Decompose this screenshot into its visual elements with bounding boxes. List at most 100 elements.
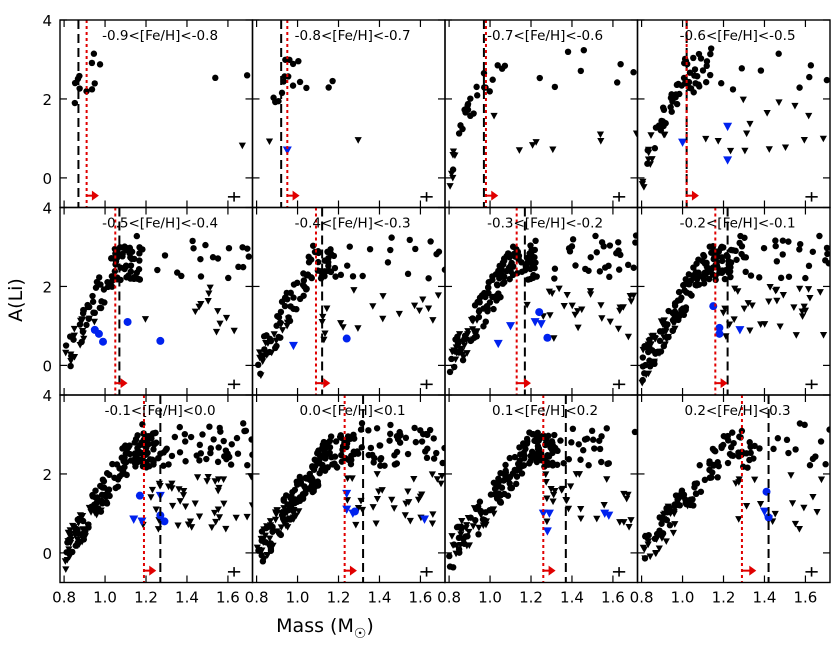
detection-point: [510, 263, 517, 270]
upper-limit-point: [65, 546, 73, 554]
detection-point: [199, 431, 206, 438]
upper-limit-point: [369, 303, 377, 310]
detection-point: [90, 50, 98, 57]
detection-point: [585, 267, 592, 274]
detection-point: [63, 549, 70, 556]
detection-point: [258, 528, 266, 535]
detection-point: [678, 307, 685, 315]
detection-point: [84, 301, 91, 309]
detection-point: [67, 362, 74, 370]
upper-limit-point: [67, 358, 75, 365]
detection-point: [532, 237, 539, 245]
detection-point: [274, 312, 281, 320]
detection-point: [673, 492, 680, 499]
detection-point: [426, 426, 434, 434]
upper-limit-point: [70, 332, 78, 340]
panel-11: 0.1<[Fe/H]<0.2: [444, 394, 639, 584]
detection-point: [99, 476, 107, 483]
detection-point: [220, 437, 227, 445]
detection-point: [585, 462, 592, 469]
upper-limit-point: [550, 491, 558, 499]
detection-point: [293, 306, 300, 313]
detection-point: [707, 71, 714, 79]
blue-upper-limit-point: [420, 515, 430, 524]
upper-limit-point: [141, 316, 150, 323]
upper-limit-point: [175, 486, 183, 493]
upper-limit-point: [798, 313, 807, 320]
detection-point: [196, 457, 203, 464]
detection-point: [406, 236, 413, 244]
upper-limit-point: [438, 473, 445, 480]
upper-limit-point: [746, 120, 754, 128]
detection-point: [706, 458, 713, 465]
detection-point: [730, 439, 737, 447]
detection-point: [423, 454, 431, 462]
upper-limit-point: [83, 522, 92, 529]
detection-point: [699, 67, 707, 74]
detection-point: [207, 449, 214, 457]
blue-upper-limit-point: [604, 511, 614, 520]
detection-point: [822, 461, 829, 468]
upper-limit-point: [574, 308, 582, 315]
detection-point: [418, 438, 426, 445]
detection-point: [536, 74, 543, 82]
detection-point: [700, 280, 708, 287]
detection-point: [187, 433, 195, 441]
detection-point: [656, 328, 664, 335]
upper-limit-point: [424, 305, 433, 313]
upper-limit-point: [193, 474, 202, 481]
detection-point: [707, 50, 714, 58]
upper-limit-point: [800, 504, 808, 512]
x-tick-label: 1.4: [368, 589, 392, 607]
detection-point: [467, 337, 474, 345]
panel-frame: [636, 206, 831, 396]
upper-limit-point: [211, 478, 219, 485]
detection-point: [228, 441, 235, 448]
upper-limit-point: [222, 314, 231, 322]
red-arrow-head: [149, 565, 157, 576]
upper-limit-point: [788, 500, 797, 507]
detection-point: [722, 433, 729, 440]
upper-limit-point: [819, 332, 828, 339]
detection-point: [658, 514, 665, 522]
upper-limit-point: [457, 531, 465, 538]
upper-limit-point: [452, 550, 460, 558]
detection-point: [412, 245, 419, 253]
upper-limit-point: [776, 323, 784, 331]
detection-point: [62, 342, 70, 349]
detection-point: [280, 496, 287, 503]
detection-point: [714, 474, 721, 481]
detection-point: [721, 275, 729, 283]
y-axis-label: A(Li): [5, 278, 27, 322]
upper-limit-point: [650, 360, 658, 367]
detection-point: [596, 268, 604, 275]
detection-point: [89, 298, 97, 305]
detection-point: [341, 439, 348, 447]
detection-point: [373, 425, 381, 432]
upper-limit-point: [456, 541, 465, 549]
detection-point: [234, 450, 242, 457]
detection-point: [527, 254, 535, 261]
detection-point: [233, 434, 241, 442]
detection-point: [700, 251, 707, 259]
detection-point: [239, 263, 247, 271]
detection-point: [210, 436, 217, 443]
detection-point: [176, 449, 184, 456]
detection-point: [242, 427, 250, 434]
upper-limit-point: [658, 535, 666, 542]
upper-limit-point: [654, 349, 662, 357]
y-tick-label: 0: [42, 545, 52, 563]
upper-limit-point: [546, 312, 554, 319]
panel-data: [446, 395, 638, 583]
upper-limit-point: [791, 520, 800, 528]
upper-limit-point: [482, 518, 491, 526]
detection-point: [630, 69, 637, 76]
detection-point: [207, 445, 215, 452]
upper-limit-point: [597, 138, 605, 145]
detection-point: [672, 94, 679, 101]
upper-limit-point: [188, 524, 196, 531]
x-tick-label: 1.0: [286, 589, 310, 607]
detection-point: [270, 94, 277, 101]
detection-point: [593, 249, 600, 256]
